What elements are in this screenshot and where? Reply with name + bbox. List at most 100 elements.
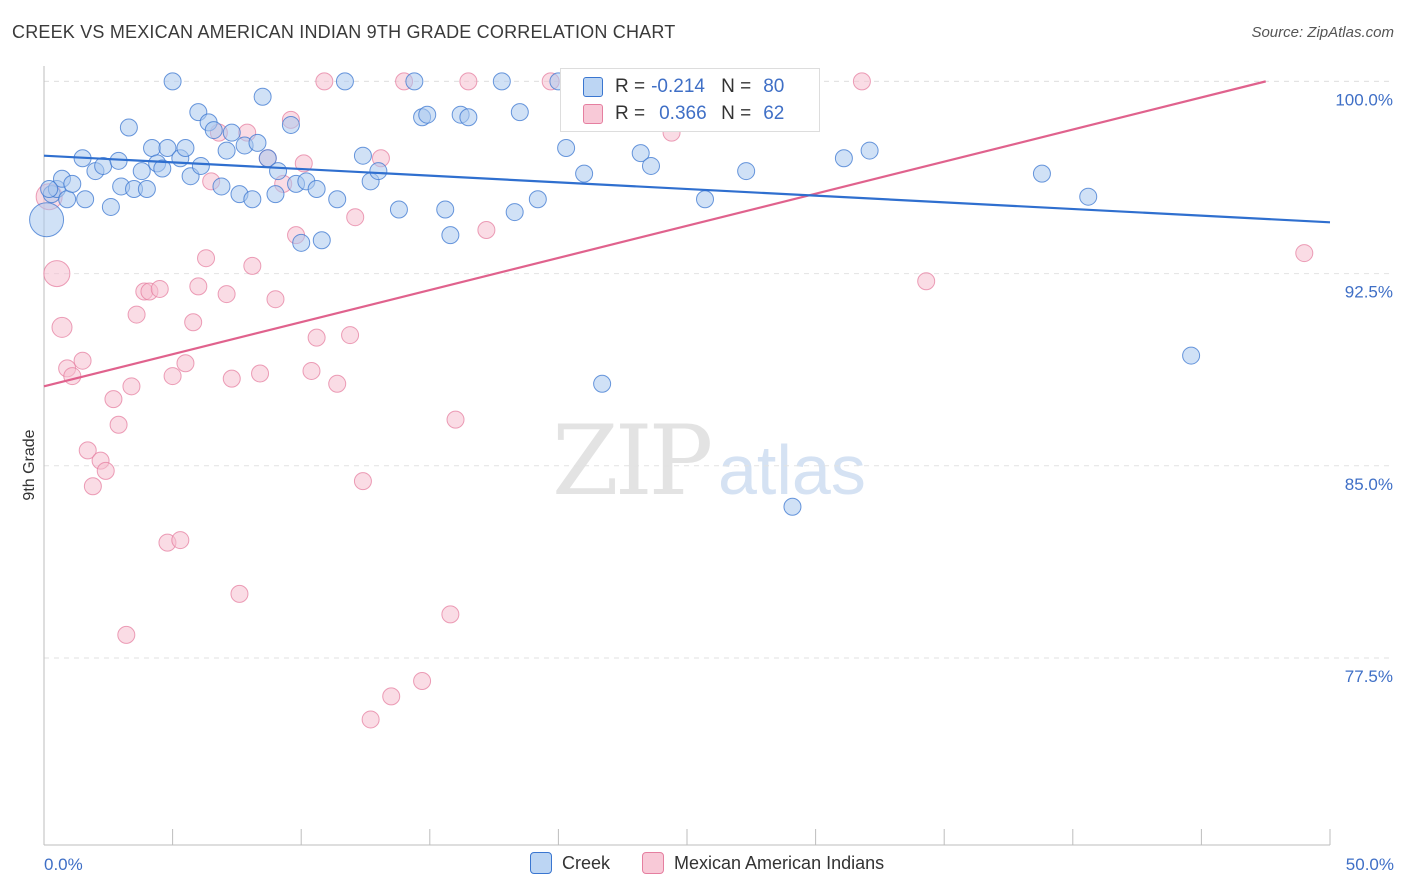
mai-point bbox=[78, 441, 97, 460]
mai-point bbox=[127, 305, 146, 324]
mai-point bbox=[413, 672, 432, 690]
watermark-atlas: atlas bbox=[718, 431, 866, 509]
y-tick-label: 92.5% bbox=[1345, 283, 1393, 302]
mai-point bbox=[294, 154, 313, 173]
mai-point bbox=[315, 72, 334, 91]
creek-point bbox=[212, 177, 231, 196]
creek-point bbox=[328, 190, 347, 209]
creek-point bbox=[860, 141, 879, 160]
creek-legend-label: Creek bbox=[562, 852, 611, 873]
mai-point bbox=[251, 364, 270, 383]
mai-point bbox=[328, 374, 347, 393]
creek-point bbox=[58, 190, 77, 209]
mai-point bbox=[176, 354, 195, 373]
mai-point bbox=[104, 390, 123, 409]
legend-r-label: R = bbox=[615, 76, 646, 97]
mai-point bbox=[189, 277, 208, 296]
creek-point bbox=[307, 180, 326, 198]
mai-point bbox=[171, 531, 190, 550]
mai-points bbox=[35, 72, 1314, 729]
creek-point bbox=[76, 190, 95, 209]
chart-title: CREEK VS MEXICAN AMERICAN INDIAN 9TH GRA… bbox=[12, 22, 676, 42]
creek-swatch bbox=[583, 77, 603, 97]
bottom-legend: Creek Mexican American Indians bbox=[530, 852, 916, 874]
creek-point bbox=[436, 200, 455, 219]
creek-point bbox=[459, 108, 478, 127]
creek-point bbox=[217, 141, 236, 160]
creek-point bbox=[557, 139, 576, 157]
creek-point bbox=[40, 180, 59, 198]
creek-point bbox=[143, 139, 162, 157]
mai-point bbox=[302, 361, 321, 380]
legend-n-value-creek: 80 bbox=[763, 76, 785, 97]
legend-r-label: R = bbox=[615, 103, 646, 124]
creek-point bbox=[269, 162, 288, 181]
mai-point bbox=[243, 256, 262, 275]
creek-point bbox=[641, 156, 660, 175]
y-tick-label: 77.5% bbox=[1345, 667, 1393, 686]
mai-point bbox=[382, 687, 401, 706]
mai-point bbox=[307, 328, 326, 347]
legend: R = -0.214 N = 80 R = 0.366 N = 62 bbox=[560, 68, 820, 132]
creek-point bbox=[248, 133, 267, 152]
creek-point bbox=[593, 374, 612, 393]
mai-point bbox=[361, 710, 380, 729]
bottom-legend-mai: Mexican American Indians bbox=[642, 852, 884, 874]
mai-point bbox=[446, 410, 465, 429]
legend-row-creek: R = -0.214 N = 80 bbox=[583, 75, 784, 99]
creek-point bbox=[163, 72, 182, 91]
mai-trend-line bbox=[43, 80, 1266, 388]
mai-point bbox=[266, 290, 285, 309]
creek-point bbox=[158, 139, 177, 157]
tick-labels: 100.0% 92.5% 85.0% 77.5% 0.0% 50.0% bbox=[44, 90, 1394, 874]
creek-point bbox=[631, 144, 650, 163]
creek-points bbox=[29, 72, 1201, 516]
creek-point bbox=[132, 162, 151, 181]
creek-point bbox=[505, 203, 524, 222]
mai-point bbox=[353, 472, 372, 491]
mai-point bbox=[63, 367, 82, 386]
mai-point bbox=[122, 377, 141, 396]
creek-point bbox=[737, 162, 756, 181]
y-tick-label: 100.0% bbox=[1335, 90, 1393, 109]
creek-point bbox=[312, 231, 331, 250]
creek-point bbox=[253, 87, 272, 106]
mai-point bbox=[459, 72, 478, 91]
creek-point bbox=[510, 103, 529, 122]
mai-point bbox=[184, 313, 203, 332]
mai-swatch bbox=[583, 104, 603, 124]
source-label: Source: ZipAtlas.com bbox=[1251, 24, 1394, 41]
legend-n-value-mai: 62 bbox=[763, 103, 785, 124]
mai-point bbox=[230, 584, 249, 603]
creek-trend-line bbox=[43, 154, 1331, 224]
axes bbox=[43, 66, 1331, 846]
creek-point bbox=[369, 162, 388, 181]
mai-legend-swatch bbox=[642, 852, 665, 874]
y-tick-label: 85.0% bbox=[1345, 475, 1393, 494]
creek-point bbox=[281, 115, 300, 134]
creek-point bbox=[243, 190, 262, 209]
creek-point bbox=[528, 190, 547, 209]
mai-point bbox=[96, 461, 115, 480]
creek-point bbox=[353, 146, 372, 165]
creek-point bbox=[63, 174, 82, 193]
bottom-legend-creek: Creek bbox=[530, 852, 610, 874]
mai-point bbox=[109, 415, 128, 434]
legend-row-mai: R = 0.366 N = 62 bbox=[583, 102, 784, 126]
creek-point bbox=[335, 72, 354, 91]
mai-point bbox=[917, 272, 936, 291]
x-tick-label: 50.0% bbox=[1346, 855, 1394, 874]
creek-point bbox=[191, 156, 210, 175]
mai-point bbox=[1295, 244, 1314, 263]
creek-point bbox=[405, 72, 424, 91]
mai-point bbox=[477, 221, 496, 239]
creek-point bbox=[783, 497, 802, 516]
legend-r-value-mai: 0.366 bbox=[659, 103, 707, 124]
creek-point bbox=[1079, 187, 1098, 206]
mai-point bbox=[43, 260, 71, 288]
creek-point bbox=[266, 185, 285, 204]
creek-point bbox=[119, 118, 138, 137]
creek-point bbox=[137, 180, 156, 198]
creek-point bbox=[389, 200, 408, 219]
